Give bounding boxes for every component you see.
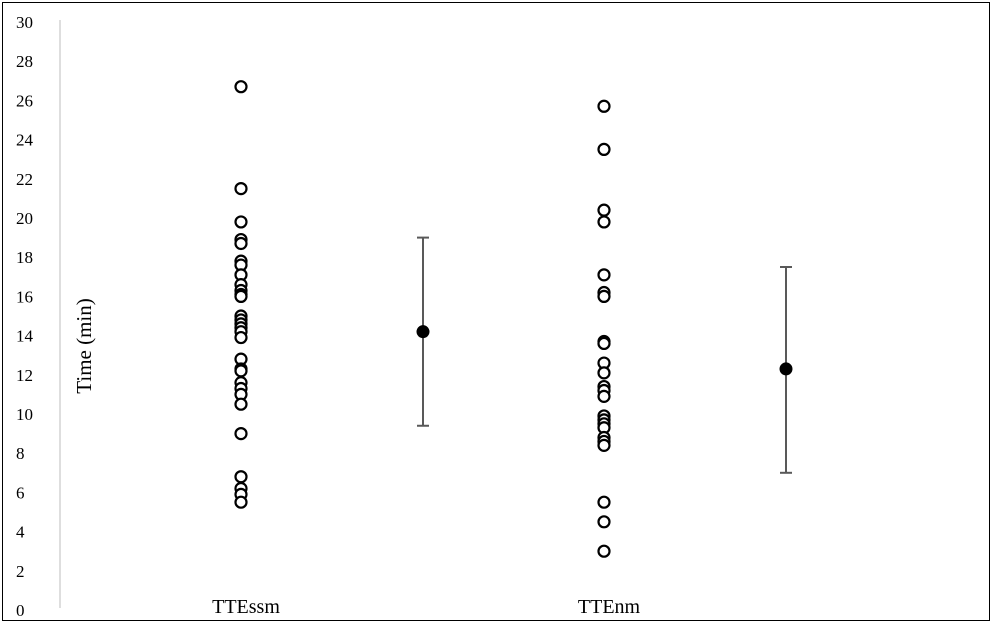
data-point <box>234 427 248 441</box>
y-tick-label: 16 <box>16 287 33 306</box>
data-point <box>234 470 248 484</box>
data-point <box>597 215 611 229</box>
data-point <box>597 366 611 380</box>
data-point <box>597 142 611 156</box>
y-tick-label: 10 <box>16 405 33 424</box>
y-tick-label: 12 <box>16 366 33 385</box>
data-point <box>234 236 248 251</box>
data-point <box>234 215 248 229</box>
data-point <box>234 182 248 196</box>
category-label: TTEnm <box>578 596 641 618</box>
data-point <box>597 99 611 113</box>
data-point <box>234 495 248 509</box>
data-point <box>597 515 611 529</box>
data-point <box>234 330 248 345</box>
y-tick-label: 22 <box>16 170 33 189</box>
y-tick-label: 6 <box>16 483 25 502</box>
category-label: TTEssm <box>212 596 280 618</box>
y-tick-label: 4 <box>16 523 25 542</box>
y-tick-label: 20 <box>16 209 33 228</box>
y-tick-label: 30 <box>16 13 33 32</box>
mean-error-bars <box>416 236 793 474</box>
y-tick-label: 28 <box>16 52 33 71</box>
data-point <box>234 80 248 94</box>
data-point <box>597 544 611 558</box>
data-point <box>597 438 611 452</box>
data-point <box>597 336 611 351</box>
data-point <box>597 495 611 509</box>
data-point <box>597 289 611 303</box>
data-point <box>234 364 248 378</box>
y-tick-label: 26 <box>16 91 33 110</box>
y-tick-label: 0 <box>16 601 25 620</box>
y-tick-label: 24 <box>16 131 34 150</box>
y-tick-label: 14 <box>16 327 34 346</box>
y-tick-label: 8 <box>16 444 25 463</box>
mean-marker <box>779 362 793 376</box>
y-axis-title: Time (min) <box>72 298 96 393</box>
y-tick-label: 2 <box>16 562 25 581</box>
data-point <box>597 203 611 217</box>
data-point <box>234 397 248 411</box>
category-labels: TTEssm TTEnm <box>212 596 640 618</box>
data-point <box>597 268 611 282</box>
data-point <box>597 389 611 403</box>
data-point <box>234 289 248 303</box>
mean-marker <box>416 325 430 339</box>
y-tick-label: 18 <box>16 248 33 267</box>
data-points <box>234 80 611 558</box>
